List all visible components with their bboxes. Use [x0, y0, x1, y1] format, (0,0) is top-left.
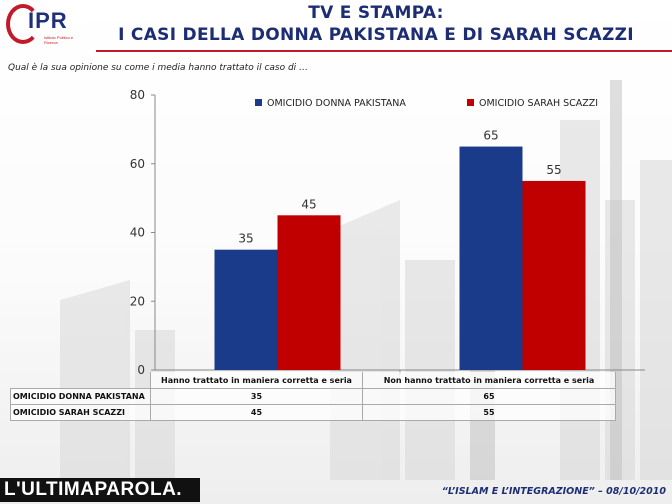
y-tick-label: 0	[137, 363, 145, 377]
table-row-label: OMICIDIO DONNA PAKISTANA	[10, 388, 151, 405]
table-header-category-2: Non hanno trattato in maniera corretta e…	[362, 372, 616, 389]
title-line-1: TV E STAMPA:	[308, 3, 444, 23]
bar-value-label: 45	[301, 197, 316, 211]
logo-text: IPR	[28, 8, 68, 33]
bar-value-label: 35	[238, 232, 253, 246]
survey-question: Qual è la sua opinione su come i media h…	[8, 63, 309, 73]
bar-series	[214, 146, 586, 370]
data-labels: 35 45 65 55	[238, 129, 561, 246]
legend-swatch-scazzi	[467, 99, 474, 106]
table-cell: 55	[362, 404, 616, 421]
bar-value-label: 65	[483, 129, 498, 143]
logo-subtitle: Istituto Politico e Ricerca	[44, 35, 74, 45]
bar-value-label: 55	[546, 163, 561, 177]
table-row: OMICIDIO DONNA PAKISTANA 35 65	[10, 388, 616, 405]
legend-item-scazzi: OMICIDIO SARAH SCAZZI	[467, 98, 598, 109]
footer-brand-logo: L'ULTIMAPAROLA.	[0, 478, 200, 502]
table-cell: 45	[150, 404, 363, 421]
title-line-2: I CASI DELLA DONNA PAKISTANA E DI SARAH …	[118, 25, 634, 45]
bar	[214, 249, 278, 370]
table-corner	[11, 372, 151, 389]
bar	[522, 180, 586, 370]
legend-label-scazzi: OMICIDIO SARAH SCAZZI	[479, 98, 599, 109]
title-underline	[96, 50, 672, 52]
ipr-logo: IPR Istituto Politico e Ricerca	[6, 4, 86, 48]
table-row: OMICIDIO SARAH SCAZZI 45 55	[10, 404, 616, 421]
footer-brand-text: L'ULTIMAPAROLA.	[4, 479, 183, 500]
footer-caption: “L’ISLAM E L’INTEGRAZIONE” – 08/10/2010	[441, 486, 666, 497]
table-header-category-1: Hanno trattato in maniera corretta e ser…	[150, 372, 363, 389]
legend-item-pakistana: OMICIDIO DONNA PAKISTANA	[255, 98, 406, 109]
legend-label-pakistana: OMICIDIO DONNA PAKISTANA	[267, 98, 406, 109]
logo-ring-icon	[6, 4, 40, 44]
bar	[459, 146, 523, 370]
legend-swatch-pakistana	[255, 99, 262, 106]
table-cell: 35	[150, 388, 363, 405]
bar	[277, 215, 341, 370]
y-tick-label: 20	[130, 294, 145, 308]
table-header-row: Hanno trattato in maniera corretta e ser…	[11, 372, 616, 389]
table-row-label: OMICIDIO SARAH SCAZZI	[10, 404, 151, 421]
table-cell: 65	[362, 388, 616, 405]
slide-title: TV E STAMPA: I CASI DELLA DONNA PAKISTAN…	[80, 2, 672, 46]
y-tick-label: 40	[130, 226, 145, 240]
y-tick-label: 80	[130, 88, 145, 102]
data-table: Hanno trattato in maniera corretta e ser…	[10, 372, 616, 421]
y-tick-label: 60	[130, 157, 145, 171]
